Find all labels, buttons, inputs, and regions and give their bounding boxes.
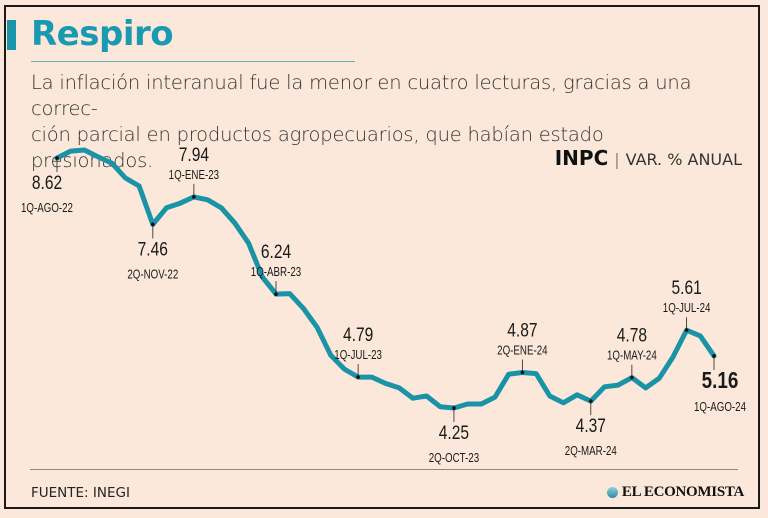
- infographic-frame: [4, 5, 760, 509]
- annotation-date: 2Q-MAR-24: [565, 445, 618, 459]
- title-underline: [31, 61, 355, 62]
- annotation-dot: [520, 370, 525, 375]
- footer-divider: [30, 469, 738, 470]
- publisher-logo: EL ECONOMISTA: [606, 484, 744, 501]
- logo-globe-icon: [606, 487, 618, 498]
- annotation-dot: [589, 399, 593, 403]
- inpc-series-line: [54, 147, 717, 411]
- annotation-date: 1Q-JUL-23: [334, 349, 382, 363]
- legend-series: INPC: [554, 146, 609, 170]
- legend: INPC | VAR. % ANUAL: [555, 146, 742, 170]
- annotation-value: 4.25: [439, 421, 469, 443]
- title-accent-bar: [7, 20, 16, 50]
- annotation-value: 5.61: [671, 277, 701, 299]
- annotation-value: 4.37: [576, 415, 606, 437]
- annotation-date: 1Q-AGO-24: [694, 401, 747, 415]
- annotation-date: 1Q-JUL-24: [663, 302, 711, 316]
- annotation-dot: [55, 156, 59, 160]
- source-note: FUENTE: INEGI: [31, 485, 130, 501]
- annotation-date: 1Q-ENE-23: [169, 169, 219, 183]
- annotation-dot: [192, 195, 196, 199]
- subtitle-line-1: La inflación interanual fue la menor en …: [31, 71, 692, 120]
- legend-separator: |: [614, 150, 620, 169]
- annotation-dot: [274, 292, 278, 296]
- annotation-dot: [630, 375, 634, 380]
- annotation-dot: [684, 328, 689, 332]
- legend-unit: VAR. % ANUAL: [625, 150, 742, 169]
- annotation-date: 1Q-AGO-22: [21, 202, 73, 216]
- annotation-value: 4.79: [343, 324, 373, 346]
- chart-title: Respiro: [31, 14, 174, 54]
- logo-text: EL ECONOMISTA: [621, 484, 744, 500]
- annotation-value: 4.87: [507, 319, 537, 341]
- annotation-date: 1Q-MAY-24: [607, 349, 657, 363]
- annotation-value: 8.62: [32, 172, 62, 194]
- annotation-value: 7.46: [138, 238, 168, 260]
- annotation-dot: [452, 406, 456, 410]
- annotation-dot: [712, 354, 716, 358]
- annotation-dot: [356, 375, 360, 379]
- annotation-value: 7.94: [179, 143, 210, 165]
- annotation-dot: [151, 222, 155, 227]
- annotation-date: 1Q-ABR-23: [251, 266, 301, 280]
- annotation-value: 5.16: [702, 368, 739, 393]
- annotation-value: 4.78: [617, 324, 647, 346]
- annotation-value: 6.24: [261, 241, 292, 263]
- annotation-date: 2Q-NOV-22: [127, 268, 178, 282]
- annotation-date: 2Q-OCT-23: [429, 452, 479, 466]
- annotation-date: 2Q-ENE-24: [497, 344, 548, 358]
